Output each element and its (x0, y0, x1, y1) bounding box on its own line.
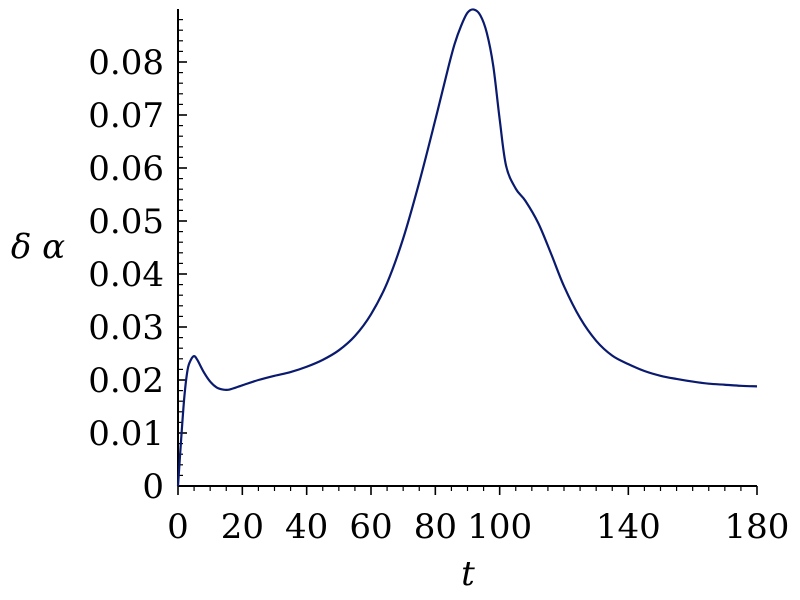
y-axis-label: δ α (11, 227, 65, 267)
y-tick-label: 0.03 (88, 308, 164, 348)
y-tick-label: 0.01 (88, 414, 164, 454)
x-axis-label: t (461, 554, 475, 594)
y-tick-label: 0.05 (88, 202, 164, 242)
y-tick-label: 0.08 (88, 43, 164, 83)
y-tick-label: 0.06 (88, 149, 164, 189)
x-tick-label: 40 (285, 507, 328, 547)
x-tick-label: 140 (596, 507, 661, 547)
x-tick-label: 80 (414, 507, 457, 547)
y-tick-label: 0 (142, 467, 164, 507)
x-tick-label: 60 (349, 507, 392, 547)
x-tick-label: 180 (725, 507, 790, 547)
data-series-line (176, 8, 758, 487)
x-axis-ticks: 0 20 40 60 80 100 140 180 (167, 486, 789, 547)
y-tick-label: 0.07 (88, 96, 164, 136)
y-axis-ticks: 0 0.01 0.02 0.03 0.04 0.05 0.06 0.07 0.08 (88, 43, 187, 507)
x-tick-label: 20 (221, 507, 264, 547)
x-tick-label: 0 (167, 507, 189, 547)
x-tick-label: 100 (467, 507, 532, 547)
y-tick-label: 0.02 (88, 361, 164, 401)
y-tick-label: 0.04 (88, 255, 164, 295)
